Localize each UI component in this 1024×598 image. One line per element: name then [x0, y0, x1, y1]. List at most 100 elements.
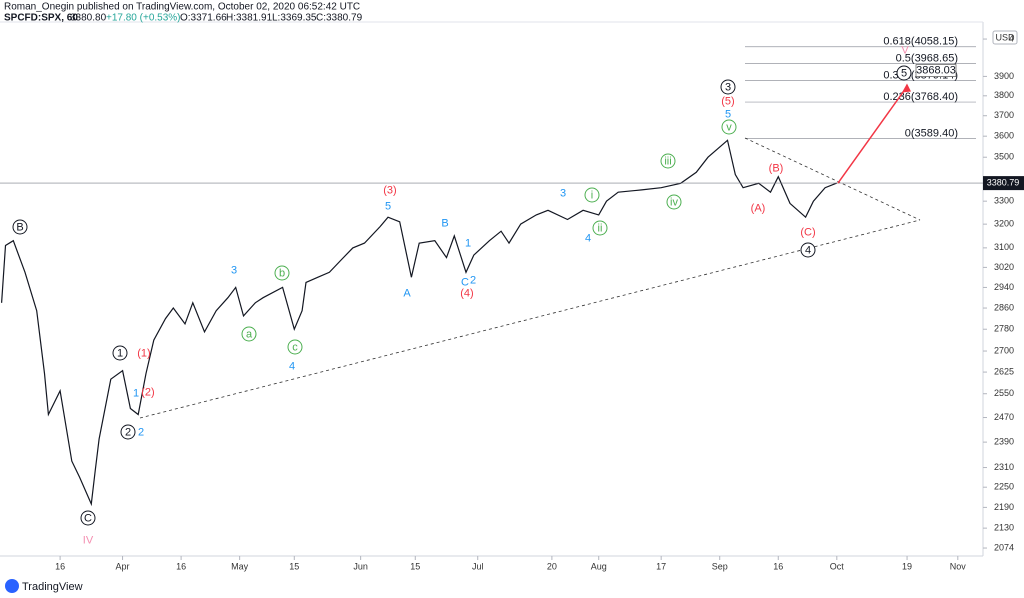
y-tick-label: 3900: [994, 71, 1014, 81]
y-tick-label: 2130: [994, 523, 1014, 533]
wave-label: (B): [769, 162, 784, 174]
wave-circle: [666, 194, 682, 210]
wave-label: (C): [800, 226, 815, 238]
wave-circle: [800, 242, 816, 258]
wave-label: iv: [670, 196, 678, 208]
wave-label: 2: [138, 426, 144, 438]
wave-circle: [80, 510, 96, 526]
quote: 3380.80: [70, 13, 107, 24]
y-tick-label: 2074: [994, 542, 1014, 552]
x-tick-label: 16: [176, 561, 186, 571]
last-price-label: 3380.79: [987, 177, 1020, 187]
wave-circle: [12, 219, 28, 235]
wave-label: 3: [725, 81, 731, 93]
x-tick-label: Nov: [950, 561, 967, 571]
wave-label: a: [246, 328, 253, 340]
arrow-head: [902, 83, 911, 93]
wave-circle: [720, 79, 736, 95]
wave-label: (4): [460, 287, 473, 299]
wave-label: 2: [125, 426, 131, 438]
y-tick-label: 2700: [994, 345, 1014, 355]
y-tick-label: 2250: [994, 482, 1014, 492]
fib-label: 0.236(3768.40): [883, 91, 958, 103]
wave-label: (3): [383, 184, 396, 196]
wave-label: (5): [721, 95, 734, 107]
last-price-box: [983, 176, 1024, 191]
x-tick-label: Sep: [712, 561, 728, 571]
target-box: [915, 64, 957, 77]
fib-label: 0.618(4058.15): [883, 36, 958, 48]
y-tick-label: 2780: [994, 324, 1014, 334]
wave-label: iii: [664, 155, 671, 167]
lower-trendline: [139, 219, 921, 419]
brand: TradingView: [22, 581, 83, 593]
y-tick-label: 4: [1009, 33, 1014, 43]
fib-label: 0.5(3968.65): [896, 52, 958, 64]
symbol: SPCFD:SPX, 60: [4, 13, 78, 24]
wave-circle: [241, 326, 257, 342]
wave-label: c: [292, 341, 298, 353]
ohlc-low: L:3369.35: [272, 13, 317, 24]
wave-circle: [896, 65, 912, 81]
wave-circle: [112, 345, 128, 361]
wave-label: 2: [470, 274, 476, 286]
wave-label: ii: [598, 222, 603, 234]
wave-label: 4: [585, 232, 591, 244]
wave-label: B: [16, 221, 23, 233]
y-tick-label: 2470: [994, 412, 1014, 422]
x-tick-label: 17: [656, 561, 666, 571]
wave-label: b: [279, 267, 285, 279]
wave-label: B: [441, 217, 448, 229]
y-tick-label: 3600: [994, 131, 1014, 141]
price-line: [1, 139, 838, 507]
y-tick-label: 2390: [994, 436, 1014, 446]
wave-label: v: [726, 121, 732, 133]
y-tick-label: 2940: [994, 282, 1014, 292]
change: +17.80 (+0.53%): [106, 13, 181, 24]
x-tick-label: May: [231, 561, 249, 571]
y-tick-label: 3200: [994, 219, 1014, 229]
x-tick-label: Apr: [116, 561, 130, 571]
wave-label: 4: [289, 360, 295, 372]
y-tick-label: 3300: [994, 196, 1014, 206]
ohlc-open: O:3371.66: [180, 13, 227, 24]
x-tick-label: 16: [773, 561, 783, 571]
wave-label: C: [84, 512, 92, 524]
wave-circle: [660, 153, 676, 169]
y-tick-label: 2550: [994, 388, 1014, 398]
wave-label: IV: [83, 534, 94, 546]
wave-circle: [274, 265, 290, 281]
wave-label: A: [403, 287, 411, 299]
x-tick-label: Jul: [472, 561, 484, 571]
wave-label: 1: [465, 237, 471, 249]
wave-circle: [721, 119, 737, 135]
wave-label: V: [901, 44, 909, 56]
wave-label: 3: [560, 187, 566, 199]
wave-label: 5: [385, 200, 391, 212]
wave-label: 1: [117, 347, 123, 359]
wave-label: i: [591, 189, 593, 201]
wave-label: 4: [805, 244, 811, 256]
ohlc-close: C:3380.79: [316, 13, 363, 24]
wave-circle: [120, 424, 136, 440]
wave-circle: [584, 187, 600, 203]
x-tick-label: 15: [289, 561, 299, 571]
y-tick-label: 3700: [994, 110, 1014, 120]
publisher: Roman_Onegin published on TradingView.co…: [4, 2, 360, 13]
y-tick-label: 2190: [994, 502, 1014, 512]
y-tick-label: 3800: [994, 90, 1014, 100]
x-tick-label: 20: [547, 561, 557, 571]
fib-label: 0(3589.40): [905, 127, 958, 139]
y-tick-label: 2860: [994, 302, 1014, 312]
wave-circle: [287, 339, 303, 355]
brand-logo: [5, 579, 19, 593]
wave-label: (2): [141, 386, 154, 398]
wave-label: 5: [901, 67, 907, 79]
currency-badge: [992, 30, 1018, 45]
wave-label: (1): [137, 347, 150, 359]
y-tick-label: 2310: [994, 462, 1014, 472]
y-tick-label: 3500: [994, 152, 1014, 162]
wave-label: C: [461, 276, 469, 288]
